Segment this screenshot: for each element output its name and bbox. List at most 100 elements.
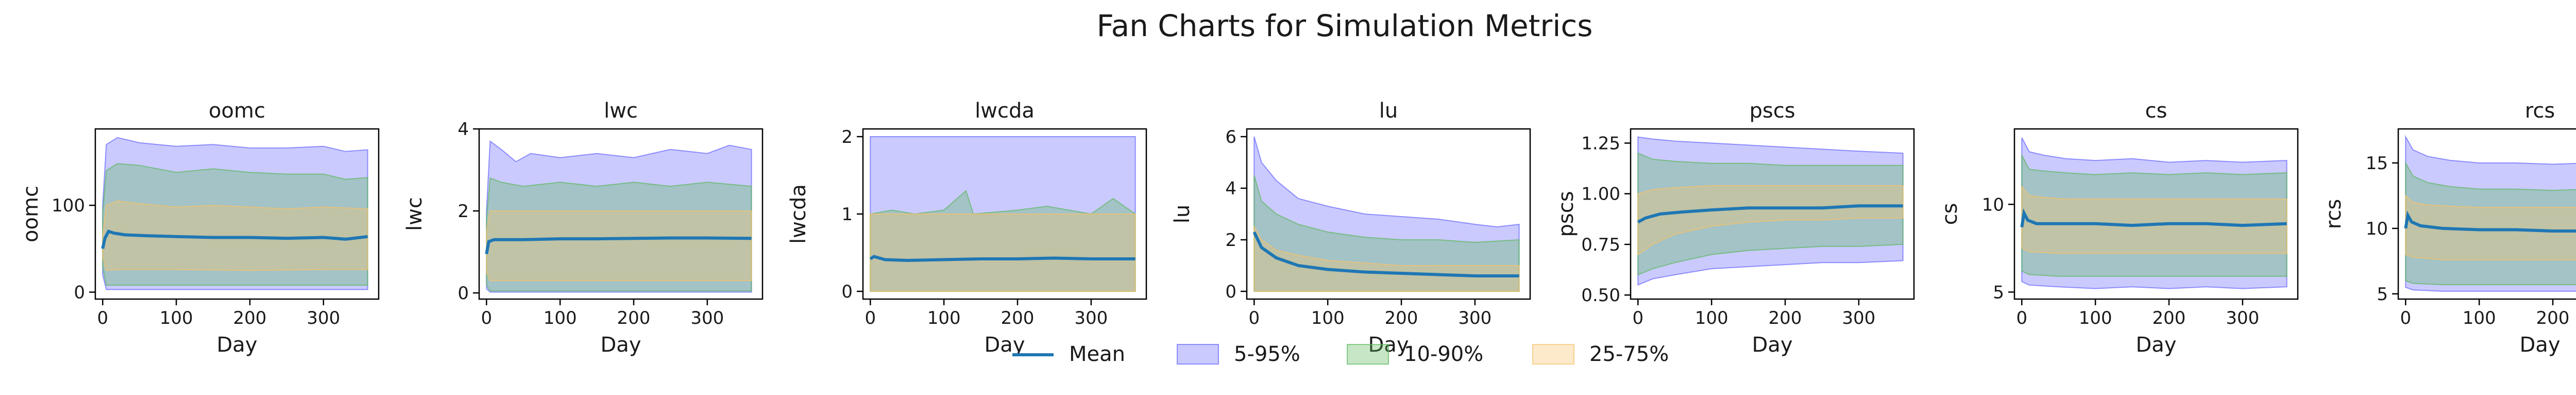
axes-frame	[1246, 128, 1531, 300]
plot-area	[2020, 137, 2287, 289]
mean-line	[1637, 204, 1903, 224]
panel-lwc: 0 100 200 300 0 2 4 lwc Day lwc	[403, 99, 764, 357]
band-10-90	[2405, 161, 2576, 286]
x-tick-label: 100	[160, 308, 193, 328]
plot-area	[101, 137, 368, 290]
legend-item: 10-90%	[1347, 342, 1483, 366]
x-axis-label: Day	[2136, 333, 2177, 357]
axes-frame	[2397, 128, 2576, 300]
y-axis-label: pscs	[1554, 191, 1578, 237]
x-tick-label: 300	[1458, 308, 1492, 328]
plot-area	[1637, 136, 1904, 286]
x-tick-label: 0	[481, 308, 492, 328]
x-tick-label: 0	[1632, 308, 1643, 328]
x-tick-label: 300	[690, 308, 724, 328]
band-5-95	[102, 137, 368, 290]
band-5-95	[1637, 136, 1904, 286]
panel-title: lu	[1379, 99, 1398, 123]
panel-title: cs	[2145, 99, 2167, 123]
x-axis-label: Day	[601, 333, 641, 357]
panel-title: pscs	[1749, 99, 1795, 123]
legend-swatch-band	[1532, 344, 1574, 365]
plot-area	[2404, 135, 2576, 292]
axes-frame	[2013, 128, 2299, 300]
axes-frame	[94, 128, 380, 300]
x-tick-label: 0	[2400, 308, 2411, 328]
band-10-90	[486, 177, 752, 292]
legend-swatch-band	[1347, 344, 1389, 365]
mean-line	[869, 255, 1136, 262]
x-tick-label: 100	[927, 308, 961, 328]
plot-area	[1252, 136, 1520, 292]
x-tick-label: 100	[544, 308, 577, 328]
x-tick-label: 100	[2463, 308, 2496, 328]
x-tick-label: 200	[2153, 308, 2186, 328]
mean-line	[2020, 208, 2287, 227]
band-5-95	[486, 140, 752, 293]
axes-frame	[1630, 128, 1915, 300]
x-axis-label: Day	[2520, 333, 2561, 357]
panel-lwcda: 0 100 200 300 0 1 2 lwcda Day lwcda	[787, 99, 1147, 357]
y-tick-label: 10	[2366, 219, 2388, 239]
y-tick-label: 0	[457, 283, 469, 304]
y-tick-label: 2	[457, 201, 469, 222]
x-tick-label: 100	[1695, 308, 1728, 328]
panel-title: rcs	[2525, 99, 2555, 123]
band-25-75	[486, 210, 752, 282]
x-tick-label: 0	[865, 308, 876, 328]
y-axis-label: oomc	[19, 186, 43, 242]
panel-title: lwcda	[975, 99, 1035, 123]
figure-title: Fan Charts for Simulation Metrics	[1097, 8, 1593, 43]
band-25-75	[2021, 185, 2287, 254]
y-axis-label: lu	[1171, 205, 1194, 223]
y-tick-label: 2	[1225, 230, 1236, 251]
band-10-90	[1637, 152, 1904, 276]
x-tick-label: 200	[1001, 308, 1035, 328]
legend: Mean 5-95% 10-90% 25-75%	[1012, 342, 1669, 366]
legend-item: Mean	[1012, 342, 1125, 366]
x-tick-label: 200	[1385, 308, 1418, 328]
y-tick-label: 4	[1225, 178, 1236, 199]
y-tick-label: 1.00	[1581, 184, 1620, 205]
y-axis-label: cs	[1938, 203, 1962, 225]
band-10-90	[2021, 155, 2287, 277]
x-tick-label: 200	[2536, 308, 2570, 328]
legend-swatch-band	[1177, 344, 1219, 365]
x-tick-label: 300	[307, 308, 340, 328]
y-tick-label: 0.50	[1581, 285, 1620, 306]
panel-pscs: 0 100 200 300 0.50 0.75 1.00 1.25 pscs Day pscs	[1554, 99, 1915, 357]
band-10-90	[102, 163, 368, 286]
y-axis-label: rcs	[2322, 199, 2346, 229]
x-tick-label: 300	[2226, 308, 2259, 328]
panel-rcs: 010020030051015rcsDayrcs	[2322, 99, 2576, 357]
x-axis-label: Day	[985, 333, 1025, 357]
y-tick-label: 10	[1982, 194, 2004, 215]
panel-oomc: 0 100 200 300 0 100 oomc Day oomc	[19, 99, 380, 357]
band-5-95	[2405, 135, 2576, 292]
legend-label: 25-75%	[1589, 342, 1669, 366]
y-tick-label: 4	[457, 119, 469, 140]
panel-cs: 0 100 200 300 5 10 cs Day cs	[1938, 99, 2299, 357]
y-axis-label: lwcda	[787, 184, 810, 244]
x-axis-label: Day	[217, 333, 258, 357]
y-tick-label: 15	[2366, 153, 2388, 174]
mean-line	[1252, 231, 1519, 277]
legend-label: 10-90%	[1404, 342, 1483, 366]
y-tick-label: 5	[1993, 282, 2004, 303]
panel-title: lwc	[604, 99, 638, 123]
plot-area	[869, 136, 1136, 292]
y-tick-label: 0	[841, 282, 853, 302]
legend-label: 5-95%	[1234, 342, 1300, 366]
legend-item: 25-75%	[1532, 342, 1669, 366]
x-tick-label: 300	[1842, 308, 1875, 328]
x-tick-label: 200	[617, 308, 651, 328]
y-tick-label: 100	[52, 195, 85, 216]
y-tick-label: 2	[841, 127, 853, 147]
y-tick-label: 6	[1225, 127, 1236, 147]
mean-line	[101, 229, 368, 249]
y-tick-label: 1	[841, 204, 853, 225]
y-axis-label: lwc	[403, 197, 427, 231]
